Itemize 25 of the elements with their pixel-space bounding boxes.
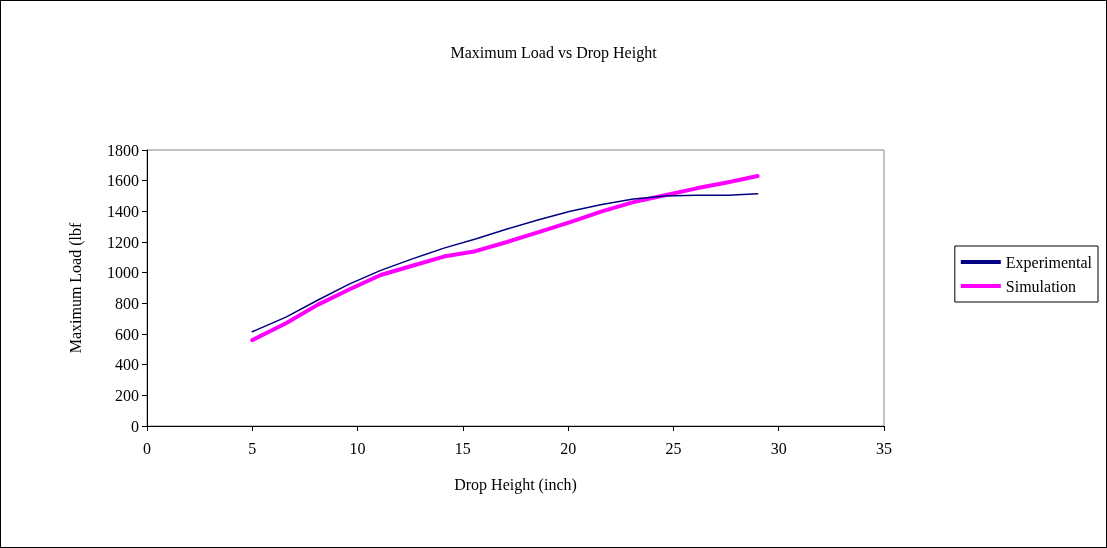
- y-tick-label: 1000: [107, 264, 139, 282]
- x-tick-label: 25: [665, 439, 682, 457]
- x-tick-label: 5: [248, 439, 257, 457]
- legend-label: Experimental: [1005, 253, 1093, 272]
- line-series: [251, 192, 759, 333]
- x-tick-label: 30: [770, 439, 787, 457]
- y-tick-label: 1400: [107, 202, 139, 220]
- y-tick-label: 200: [115, 386, 139, 404]
- y-tick-label: 400: [115, 356, 139, 374]
- y-tick-label: 1200: [107, 233, 139, 251]
- line-series: [250, 174, 760, 343]
- y-tick-label: 1800: [107, 141, 139, 159]
- x-axis-title: Drop Height (inch): [454, 475, 577, 494]
- x-tick-label: 10: [349, 439, 366, 457]
- y-tick-label: 0: [131, 417, 139, 435]
- x-tick-label: 15: [454, 439, 471, 457]
- y-axis-title: Maximum Load (lbf: [66, 222, 85, 354]
- legend-label: Simulation: [1005, 277, 1077, 295]
- chart-title: Maximum Load vs Drop Height: [450, 43, 658, 62]
- x-tick-label: 35: [876, 439, 892, 457]
- x-tick-label: 0: [143, 439, 151, 457]
- y-tick-label: 1600: [107, 172, 139, 190]
- x-tick-label: 20: [560, 439, 577, 457]
- y-tick-label: 600: [115, 325, 139, 343]
- y-tick-label: 800: [115, 294, 139, 312]
